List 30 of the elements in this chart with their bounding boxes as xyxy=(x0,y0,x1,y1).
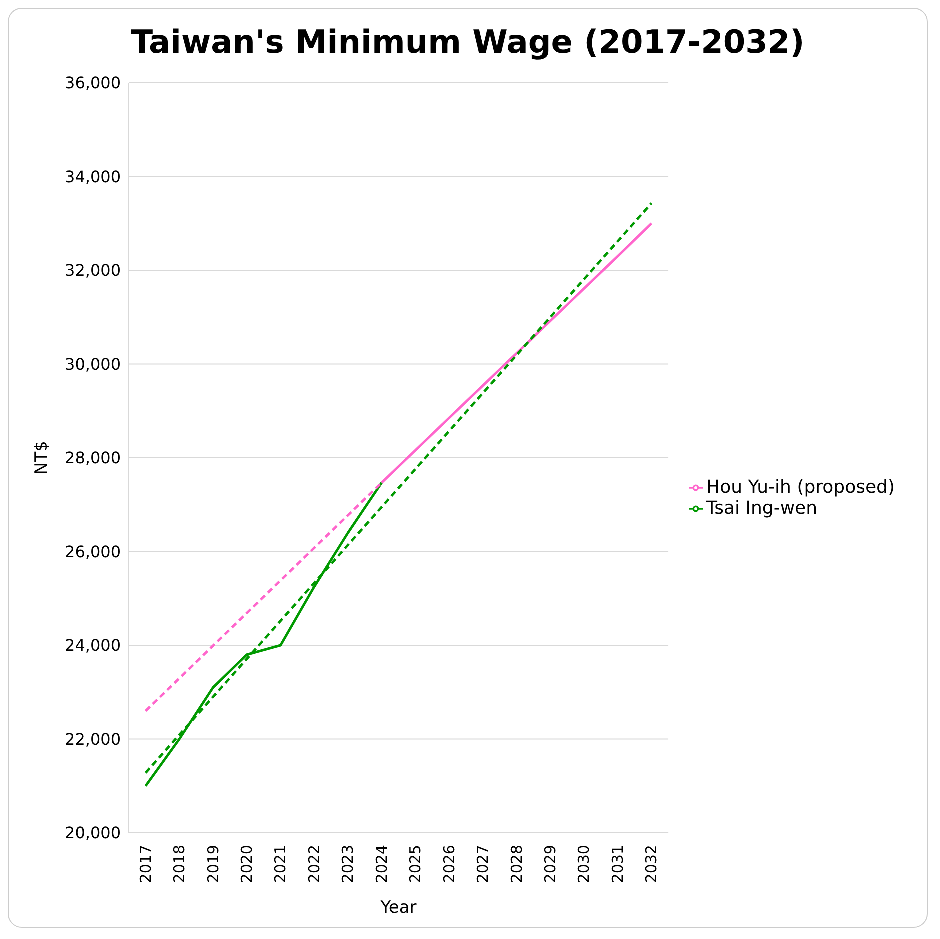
chart-title: Taiwan's Minimum Wage (2017-2032) xyxy=(130,22,806,63)
y-tick-label: 22,000 xyxy=(65,730,121,749)
y-tick-label: 24,000 xyxy=(65,636,121,656)
x-tick-label: 2024 xyxy=(372,845,391,884)
x-tick-label: 2023 xyxy=(339,845,358,884)
y-tick-label: 30,000 xyxy=(65,354,121,374)
x-axis-title: Year xyxy=(380,898,417,918)
y-tick-label: 34,000 xyxy=(65,167,121,186)
y-tick-label: 32,000 xyxy=(65,261,121,280)
x-tick-label: 2029 xyxy=(542,845,560,884)
x-tick-label: 2030 xyxy=(575,845,594,884)
y-tick-label: 36,000 xyxy=(65,74,121,93)
x-tick-label: 2018 xyxy=(170,845,189,884)
x-tick-label: 2032 xyxy=(642,845,661,884)
x-tick-label: 2026 xyxy=(440,845,458,884)
legend-label: Hou Yu-ih (proposed) xyxy=(706,477,895,498)
y-tick-label: 20,000 xyxy=(65,824,121,843)
y-tick-label: 28,000 xyxy=(65,448,121,468)
x-tick-label: 2017 xyxy=(136,845,155,884)
x-tick-label: 2028 xyxy=(508,845,526,884)
x-tick-label: 2020 xyxy=(238,845,256,884)
x-tick-label: 2027 xyxy=(474,845,492,884)
x-tick-label: 2031 xyxy=(608,845,627,884)
x-tick-label: 2025 xyxy=(406,845,425,884)
y-axis-title: NT$ xyxy=(32,441,52,475)
x-tick-label: 2021 xyxy=(272,845,290,884)
x-tick-label: 2022 xyxy=(305,845,324,884)
x-tick-label: 2019 xyxy=(204,845,222,884)
y-tick-label: 26,000 xyxy=(65,542,121,562)
legend-label: Tsai Ing-wen xyxy=(706,498,818,519)
